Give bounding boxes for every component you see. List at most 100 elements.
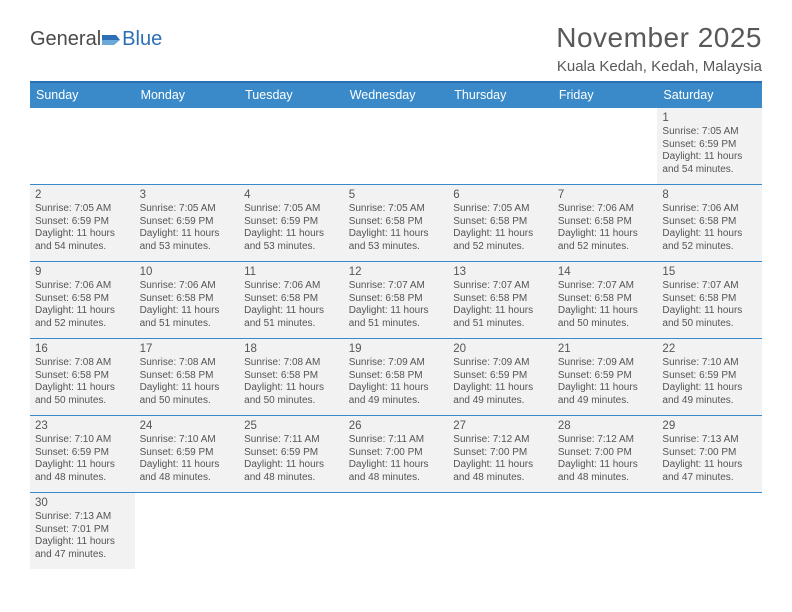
sunrise-text: Sunrise: 7:07 AM (662, 280, 757, 293)
sunrise-text: Sunrise: 7:07 AM (558, 280, 653, 293)
sunset-text: Sunset: 6:58 PM (453, 293, 548, 306)
daylight-text: Daylight: 11 hours and 53 minutes. (140, 228, 235, 253)
day-number: 8 (662, 188, 757, 202)
day-number: 24 (140, 419, 235, 433)
calendar-week-row: 16Sunrise: 7:08 AMSunset: 6:58 PMDayligh… (30, 339, 762, 416)
daylight-text: Daylight: 11 hours and 47 minutes. (662, 459, 757, 484)
sunrise-text: Sunrise: 7:06 AM (140, 280, 235, 293)
sunset-text: Sunset: 6:58 PM (35, 370, 130, 383)
sunset-text: Sunset: 6:58 PM (244, 293, 339, 306)
sunrise-text: Sunrise: 7:09 AM (453, 357, 548, 370)
sunrise-text: Sunrise: 7:10 AM (35, 434, 130, 447)
calendar-week-row: 1Sunrise: 7:05 AMSunset: 6:59 PMDaylight… (30, 108, 762, 185)
calendar-cell-empty (448, 493, 553, 569)
calendar-cell: 18Sunrise: 7:08 AMSunset: 6:58 PMDayligh… (239, 339, 344, 415)
day-header-cell: Thursday (448, 83, 553, 108)
calendar-cell: 5Sunrise: 7:05 AMSunset: 6:58 PMDaylight… (344, 185, 449, 261)
calendar-cell: 30Sunrise: 7:13 AMSunset: 7:01 PMDayligh… (30, 493, 135, 569)
sunset-text: Sunset: 6:59 PM (35, 447, 130, 460)
daylight-text: Daylight: 11 hours and 49 minutes. (558, 382, 653, 407)
calendar-week-row: 9Sunrise: 7:06 AMSunset: 6:58 PMDaylight… (30, 262, 762, 339)
calendar-cell: 22Sunrise: 7:10 AMSunset: 6:59 PMDayligh… (657, 339, 762, 415)
day-header-cell: Wednesday (344, 83, 449, 108)
calendar-cell: 15Sunrise: 7:07 AMSunset: 6:58 PMDayligh… (657, 262, 762, 338)
sunset-text: Sunset: 6:59 PM (35, 216, 130, 229)
daylight-text: Daylight: 11 hours and 54 minutes. (35, 228, 130, 253)
day-number: 15 (662, 265, 757, 279)
calendar-cell: 16Sunrise: 7:08 AMSunset: 6:58 PMDayligh… (30, 339, 135, 415)
day-number: 30 (35, 496, 130, 510)
day-number: 21 (558, 342, 653, 356)
calendar-cell: 14Sunrise: 7:07 AMSunset: 6:58 PMDayligh… (553, 262, 658, 338)
calendar-cell: 6Sunrise: 7:05 AMSunset: 6:58 PMDaylight… (448, 185, 553, 261)
calendar-cell: 13Sunrise: 7:07 AMSunset: 6:58 PMDayligh… (448, 262, 553, 338)
daylight-text: Daylight: 11 hours and 47 minutes. (35, 536, 130, 561)
sunset-text: Sunset: 6:58 PM (35, 293, 130, 306)
sunset-text: Sunset: 6:58 PM (662, 216, 757, 229)
day-header-cell: Sunday (30, 83, 135, 108)
sunset-text: Sunset: 6:58 PM (662, 293, 757, 306)
day-number: 27 (453, 419, 548, 433)
day-number: 19 (349, 342, 444, 356)
sunrise-text: Sunrise: 7:11 AM (349, 434, 444, 447)
sunset-text: Sunset: 6:59 PM (558, 370, 653, 383)
calendar-cell: 8Sunrise: 7:06 AMSunset: 6:58 PMDaylight… (657, 185, 762, 261)
day-number: 20 (453, 342, 548, 356)
calendar-cell: 10Sunrise: 7:06 AMSunset: 6:58 PMDayligh… (135, 262, 240, 338)
calendar-cell: 27Sunrise: 7:12 AMSunset: 7:00 PMDayligh… (448, 416, 553, 492)
sunrise-text: Sunrise: 7:12 AM (558, 434, 653, 447)
logo-text-general: General (30, 28, 101, 51)
daylight-text: Daylight: 11 hours and 51 minutes. (453, 305, 548, 330)
calendar-cell-empty (553, 493, 658, 569)
day-number: 6 (453, 188, 548, 202)
calendar-week-row: 23Sunrise: 7:10 AMSunset: 6:59 PMDayligh… (30, 416, 762, 493)
calendar-cell: 26Sunrise: 7:11 AMSunset: 7:00 PMDayligh… (344, 416, 449, 492)
sunrise-text: Sunrise: 7:06 AM (35, 280, 130, 293)
daylight-text: Daylight: 11 hours and 50 minutes. (558, 305, 653, 330)
sunrise-text: Sunrise: 7:11 AM (244, 434, 339, 447)
daylight-text: Daylight: 11 hours and 49 minutes. (349, 382, 444, 407)
calendar-cell-empty (344, 493, 449, 569)
day-number: 11 (244, 265, 339, 279)
calendar-cell: 3Sunrise: 7:05 AMSunset: 6:59 PMDaylight… (135, 185, 240, 261)
daylight-text: Daylight: 11 hours and 53 minutes. (349, 228, 444, 253)
calendar-week-row: 2Sunrise: 7:05 AMSunset: 6:59 PMDaylight… (30, 185, 762, 262)
daylight-text: Daylight: 11 hours and 52 minutes. (35, 305, 130, 330)
daylight-text: Daylight: 11 hours and 48 minutes. (140, 459, 235, 484)
day-number: 13 (453, 265, 548, 279)
calendar-cell: 1Sunrise: 7:05 AMSunset: 6:59 PMDaylight… (657, 108, 762, 184)
sunrise-text: Sunrise: 7:09 AM (558, 357, 653, 370)
calendar-cell: 24Sunrise: 7:10 AMSunset: 6:59 PMDayligh… (135, 416, 240, 492)
day-number: 10 (140, 265, 235, 279)
calendar-week-row: 30Sunrise: 7:13 AMSunset: 7:01 PMDayligh… (30, 493, 762, 569)
calendar-cell: 2Sunrise: 7:05 AMSunset: 6:59 PMDaylight… (30, 185, 135, 261)
calendar-cell: 11Sunrise: 7:06 AMSunset: 6:58 PMDayligh… (239, 262, 344, 338)
day-number: 7 (558, 188, 653, 202)
sunset-text: Sunset: 7:00 PM (349, 447, 444, 460)
logo: General Blue (30, 22, 162, 51)
calendar-cell: 9Sunrise: 7:06 AMSunset: 6:58 PMDaylight… (30, 262, 135, 338)
calendar-cell-empty (657, 493, 762, 569)
calendar-cell: 17Sunrise: 7:08 AMSunset: 6:58 PMDayligh… (135, 339, 240, 415)
calendar-cell-empty (344, 108, 449, 184)
day-number: 17 (140, 342, 235, 356)
sunset-text: Sunset: 6:58 PM (349, 293, 444, 306)
sunset-text: Sunset: 6:58 PM (244, 370, 339, 383)
calendar-cell-empty (239, 108, 344, 184)
day-header-row: SundayMondayTuesdayWednesdayThursdayFrid… (30, 83, 762, 108)
sunrise-text: Sunrise: 7:13 AM (35, 511, 130, 524)
calendar-cell-empty (135, 108, 240, 184)
sunrise-text: Sunrise: 7:05 AM (140, 203, 235, 216)
month-title: November 2025 (556, 22, 762, 54)
logo-text-blue: Blue (122, 28, 162, 51)
daylight-text: Daylight: 11 hours and 52 minutes. (558, 228, 653, 253)
daylight-text: Daylight: 11 hours and 48 minutes. (349, 459, 444, 484)
daylight-text: Daylight: 11 hours and 50 minutes. (662, 305, 757, 330)
sunset-text: Sunset: 6:58 PM (140, 370, 235, 383)
sunset-text: Sunset: 7:01 PM (35, 524, 130, 537)
day-number: 2 (35, 188, 130, 202)
daylight-text: Daylight: 11 hours and 54 minutes. (662, 151, 757, 176)
sunrise-text: Sunrise: 7:08 AM (35, 357, 130, 370)
sunrise-text: Sunrise: 7:06 AM (244, 280, 339, 293)
sunset-text: Sunset: 7:00 PM (558, 447, 653, 460)
